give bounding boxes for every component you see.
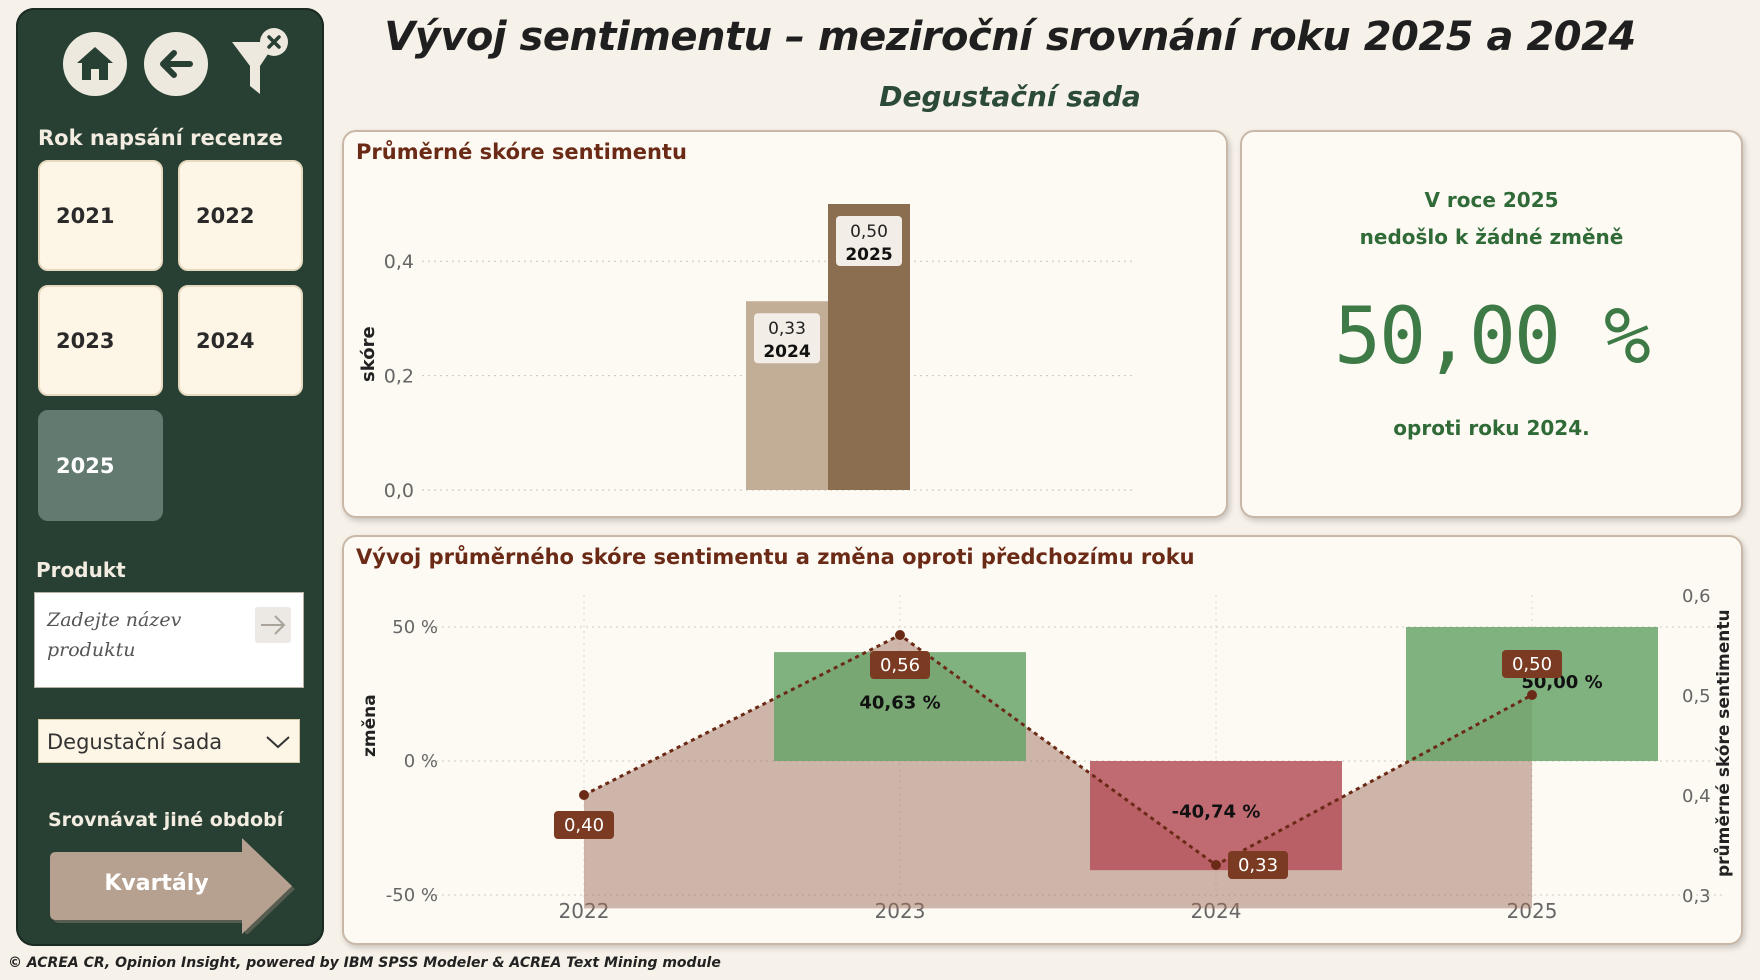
quarters-button[interactable]: Kvartály [44, 838, 306, 937]
product-search-input[interactable]: Zadejte název produktu [34, 592, 304, 688]
kpi-line-2: nedošlo k žádné změně [1359, 225, 1624, 249]
footer-credit: © ACREA CR, Opinion Insight, powered by … [8, 955, 721, 971]
data-label-year: 2024 [763, 342, 810, 362]
back-button[interactable] [144, 32, 208, 96]
sidebar: Rok napsání recenze 2021 2022 2023 2024 … [16, 8, 324, 946]
year-tile-2021[interactable]: 2021 [38, 160, 163, 271]
score-point [895, 630, 905, 640]
trend-chart: -50 %0 %50 %2022 2023 2024 20250,30,40,50,6… [360, 586, 1734, 923]
score-label-box [554, 811, 614, 839]
y2-axis-label: průměrné skóre sentimentu [1712, 609, 1734, 877]
data-label-value: 0,33 [768, 319, 806, 339]
product-select-value: Degustační sada [47, 730, 223, 754]
y-axis-label: změna [360, 694, 380, 757]
year-tile-2023[interactable]: 2023 [38, 285, 163, 396]
product-select[interactable]: Degustační sada [38, 719, 300, 763]
data-label-box [754, 313, 820, 364]
y-tick-label: -50 % [386, 885, 438, 906]
y-tick-label: 0 % [404, 751, 438, 772]
trend-panel: Vývoj průměrného skóre sentimentu a změn… [342, 535, 1743, 945]
compare-period-label: Srovnávat jiné období [48, 809, 284, 831]
home-button[interactable] [63, 32, 127, 96]
y-axis-label: skóre [358, 326, 379, 382]
score-point [1527, 690, 1537, 700]
change-label: -40,74 % [1172, 802, 1261, 823]
kpi-line-1: V roce 2025 [1424, 188, 1559, 212]
y2-tick-label: 0,6 [1682, 586, 1711, 607]
change-bar-2024 [1090, 761, 1342, 871]
home-icon [77, 47, 113, 80]
y-tick-label: 0,2 [384, 366, 414, 388]
trend-title: Vývoj průměrného skóre sentimentu a změn… [356, 545, 1195, 569]
clear-filter-button[interactable] [226, 26, 306, 106]
data-label-box [836, 216, 902, 266]
y2-tick-label: 0,3 [1682, 886, 1711, 907]
year-tile-2022[interactable]: 2022 [178, 160, 303, 271]
avg-score-panel: Průměrné skóre sentimentu 0,0 0,2 0,4 skóre… [342, 130, 1228, 518]
score-label-box [1502, 650, 1562, 678]
kpi-value: 50,00 % [1334, 292, 1651, 382]
change-label: 40,63 % [859, 693, 940, 714]
score-label: 0,56 [880, 655, 920, 676]
y2-tick-label: 0,4 [1682, 786, 1711, 807]
page-title: Vývoj sentimentu – meziroční srovnání ro… [384, 14, 1636, 60]
score-label-box [870, 651, 930, 679]
product-label: Produkt [36, 558, 126, 582]
year-tile-2025[interactable]: 2025 [38, 410, 163, 521]
clear-filter-icon [232, 28, 288, 94]
chevron-down-icon [266, 736, 290, 749]
score-point [1211, 860, 1221, 870]
search-submit-button[interactable] [255, 607, 291, 643]
avg-score-title: Průměrné skóre sentimentu [356, 140, 687, 164]
score-label: 0,33 [1238, 855, 1278, 876]
data-label-value: 0,50 [850, 222, 888, 242]
score-label-box [1228, 851, 1288, 879]
page-subtitle: Degustační sada [879, 80, 1141, 113]
arrow-right-icon [261, 615, 286, 635]
year-tile-2024[interactable]: 2024 [178, 285, 303, 396]
y-tick-label: 50 % [392, 617, 438, 638]
y-tick-label: 0,0 [384, 480, 414, 502]
search-placeholder: Zadejte název produktu [47, 609, 182, 661]
y-tick-label: 0,4 [384, 251, 414, 273]
back-arrow-icon [160, 50, 193, 78]
avg-score-chart: 0,0 0,2 0,4 skóre 0,33 2024 0,50 2025 [358, 204, 1134, 502]
year-section-label: Rok napsání recenze [38, 126, 283, 150]
quarters-label: Kvartály [104, 871, 209, 896]
score-line [583, 633, 1533, 867]
data-label-year: 2025 [845, 245, 892, 265]
kpi-line-3: oproti roku 2024. [1393, 416, 1590, 440]
y2-tick-label: 0,5 [1682, 686, 1711, 707]
score-label: 0,40 [564, 815, 604, 836]
score-label: 0,50 [1512, 654, 1552, 675]
kpi-panel: V roce 2025 nedošlo k žádné změně 50,00 … [1240, 130, 1743, 518]
arrow-shape-icon [50, 838, 295, 937]
score-point [579, 790, 589, 800]
score-area [584, 635, 1532, 909]
